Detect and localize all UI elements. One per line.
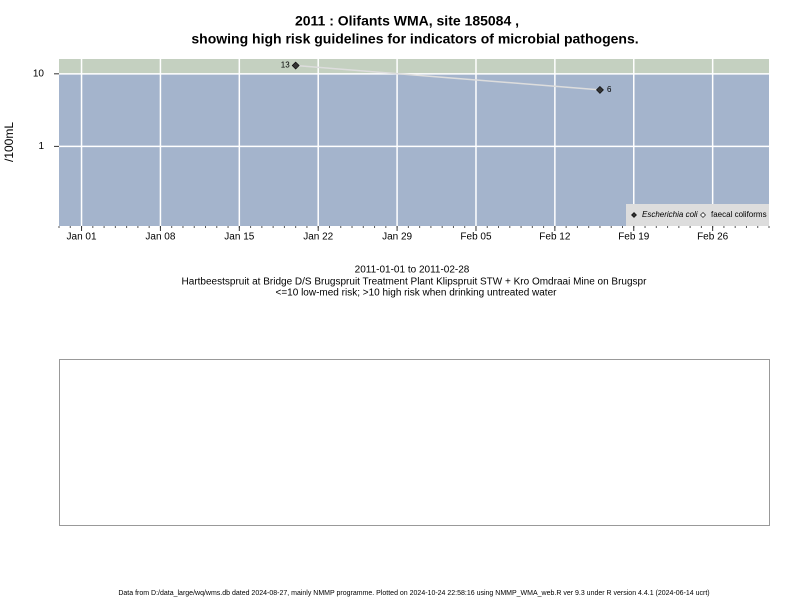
chart-title: 2011 : Olifants WMA, site 185084 , [295, 13, 519, 29]
y-tick-label: 10 [33, 68, 45, 79]
empty-panel [59, 359, 770, 526]
x-tick-label: Jan 01 [67, 232, 97, 243]
footer: Data from D:/data_large/wq/wms.db dated … [118, 590, 709, 597]
legend-marker [631, 212, 637, 218]
legend-label: Escherichia coli [642, 210, 698, 219]
x-tick-label: Feb 26 [697, 232, 729, 243]
caption: 2011-01-01 to 2011-02-28 [355, 265, 470, 276]
caption: <=10 low-med risk; >10 high risk when dr… [276, 288, 558, 299]
data-point [596, 85, 604, 94]
x-tick-label: Jan 08 [145, 232, 175, 243]
high-risk-band [59, 59, 769, 74]
plot-background [59, 59, 769, 226]
series-line [295, 64, 601, 91]
y-axis-label: /100mL [2, 122, 16, 162]
x-tick-label: Feb 12 [539, 232, 571, 243]
chart-title: showing high risk guidelines for indicat… [191, 31, 638, 47]
legend-marker [700, 212, 706, 218]
legend-label: faecal coliforms [711, 210, 767, 219]
x-tick-label: Feb 19 [618, 232, 650, 243]
x-tick-label: Jan 29 [382, 232, 412, 243]
x-tick-label: Jan 15 [224, 232, 254, 243]
data-label: 13 [281, 61, 290, 70]
y-tick-label: 1 [38, 141, 44, 152]
data-point [291, 61, 300, 70]
caption: Hartbeestspruit at Bridge D/S Brugspruit… [182, 277, 648, 288]
legend-box [626, 204, 769, 226]
data-label: 6 [607, 85, 612, 94]
x-tick-label: Feb 05 [460, 232, 492, 243]
x-tick-label: Jan 22 [303, 232, 333, 243]
